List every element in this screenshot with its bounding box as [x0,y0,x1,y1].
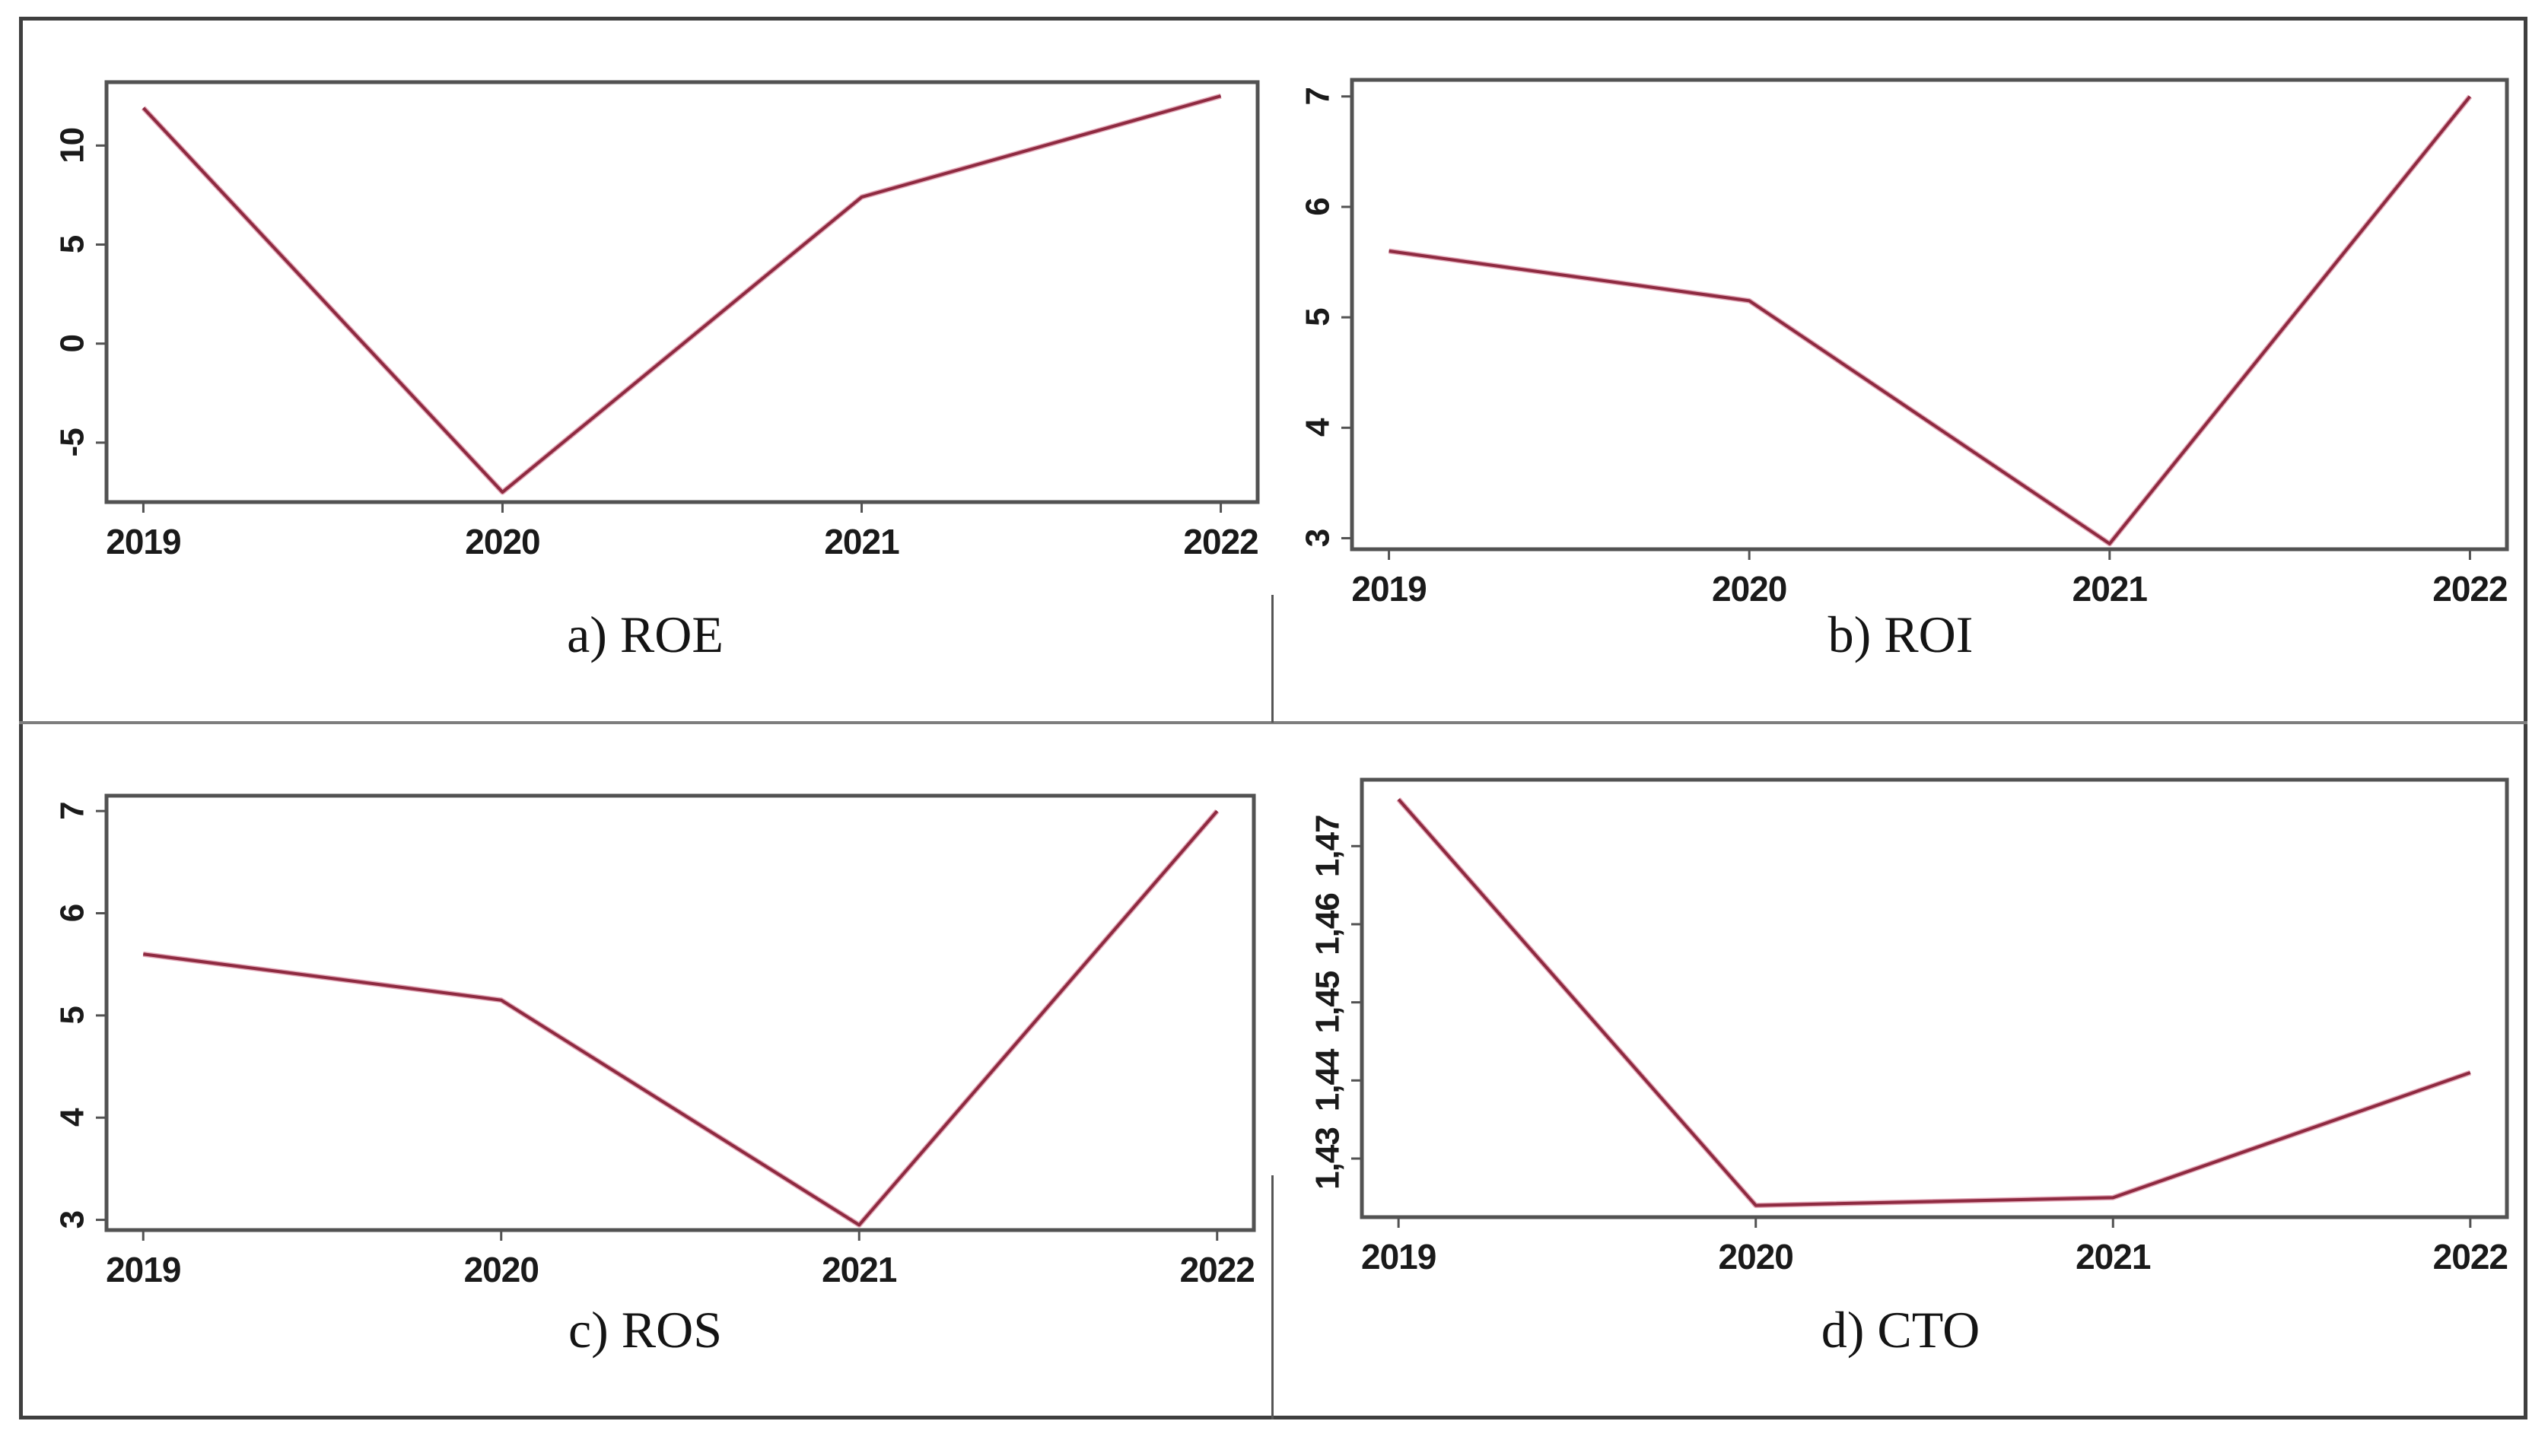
caption-cto: d) CTO [1821,1301,1980,1359]
y-tick-label: 3 [1299,529,1337,547]
series-line-halo [141,93,1222,495]
x-tick-label: 2019 [1361,1237,1436,1276]
series-line [142,94,1222,494]
plot-box [104,793,1256,1232]
series-line [1389,95,2471,545]
x-tick-label: 2020 [1712,569,1786,609]
horizontal-divider [19,721,2527,724]
chart-ros: 7 6 5 4 3 2019 2020 2021 2022 [54,793,1256,1289]
x-tick-label: 2022 [1180,1250,1255,1289]
x-tick-label: 2020 [1719,1237,1793,1276]
y-tick-label: 5 [54,1006,91,1025]
plot-box [104,80,1260,504]
y-tick-label: 4 [1299,418,1337,437]
x-tick-label: 2022 [2433,1237,2508,1276]
series-line-halo [1396,797,2471,1209]
x-tick-label: 2020 [465,522,539,561]
vertical-divider-captions [1271,595,1274,723]
y-tick-label: 5 [1299,308,1337,326]
series-line [1397,798,2471,1207]
x-tick-label: 2019 [106,522,180,561]
y-tick-label: 1,45 [1309,971,1347,1033]
plot-box [1350,78,2509,552]
x-tick-label: 2019 [1351,569,1426,609]
plot-box [1360,777,2509,1219]
chart-cto: 1,47 1,46 1,45 1,44 1,43 2019 2020 2021 2022 [1309,777,2509,1276]
y-tick-label: 7 [54,802,91,819]
y-tick-label: 5 [54,235,91,253]
y-tick-label: 4 [54,1108,91,1127]
x-tick-label: 2021 [2072,569,2148,609]
y-tick-label: 0 [54,335,91,352]
x-tick-label: 2022 [1183,522,1258,561]
x-tick-label: 2021 [822,1250,897,1289]
y-tick-label: 3 [54,1211,91,1229]
y-tick-label: 10 [54,128,91,164]
caption-ros: c) ROS [568,1301,723,1359]
chart-roi: 7 6 5 4 3 2019 2020 2021 2022 [1299,78,2509,609]
y-tick-label: -5 [54,428,91,457]
y-tick-label: 6 [1299,198,1337,215]
vertical-divider-bottom [1271,1175,1274,1419]
series-line [143,809,1219,1227]
x-tick-label: 2021 [2076,1237,2151,1276]
caption-roe: a) ROE [567,606,724,663]
y-tick-label: 1,43 [1309,1127,1347,1190]
x-tick-label: 2021 [824,522,899,561]
y-tick-label: 6 [54,904,91,922]
chart-roe: 10 5 0 -5 2019 2020 2021 2022 [54,80,1260,561]
y-tick-label: 1,47 [1309,815,1347,877]
x-tick-label: 2022 [2432,569,2507,609]
caption-roi: b) ROI [1827,606,1974,663]
x-tick-label: 2019 [106,1250,180,1289]
series-line-halo [1389,94,2473,547]
y-tick-label: 1,44 [1309,1048,1347,1111]
series-line-halo [142,809,1220,1228]
y-tick-label: 7 [1299,87,1337,105]
x-tick-label: 2020 [464,1250,539,1289]
y-tick-label: 1,46 [1309,893,1347,955]
